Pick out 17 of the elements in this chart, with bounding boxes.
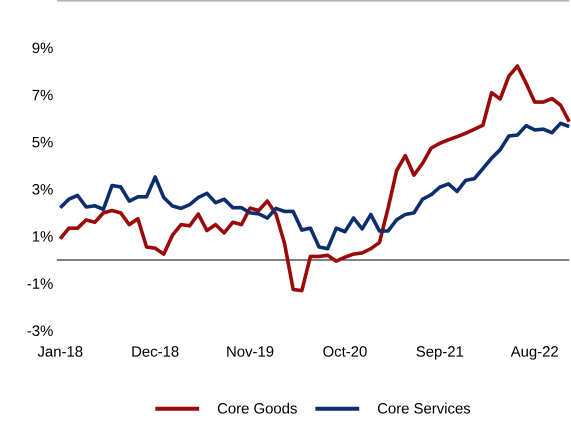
line-series: [58, 121, 571, 250]
y-tick-label: 3%: [32, 184, 53, 194]
line-series: [58, 64, 571, 292]
x-tick-label: Nov-19: [227, 346, 274, 357]
y-tick-label: 9%: [32, 42, 53, 53]
x-tick-label: Jan-18: [38, 346, 82, 357]
legend-label: Core Services: [378, 402, 470, 414]
y-tick-label: 5%: [32, 136, 53, 148]
y-tick-label: -1%: [27, 278, 53, 289]
y-tick-label: 7%: [32, 90, 53, 100]
legend-label: Core Goods: [218, 402, 297, 414]
x-tick-label: Aug-22: [510, 346, 558, 360]
y-tick-label: -3%: [27, 325, 53, 336]
x-tick-label: Oct-20: [323, 346, 367, 357]
x-tick-label: Dec-18: [132, 346, 179, 357]
x-tick-label: Sep-21: [416, 346, 464, 360]
y-tick-label: 1%: [32, 231, 53, 242]
